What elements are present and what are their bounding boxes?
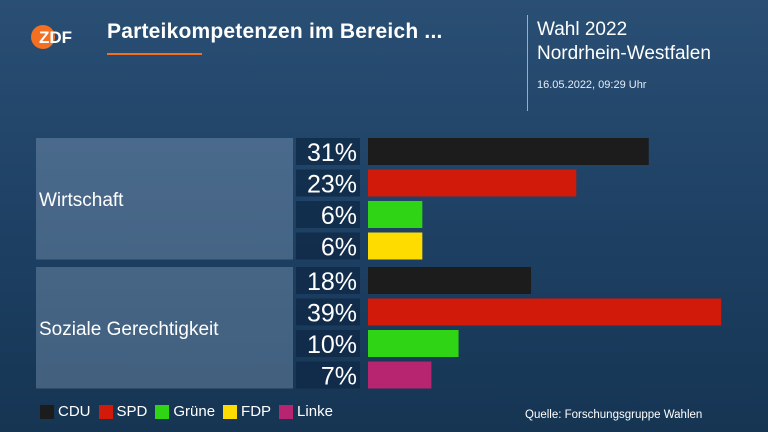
category-panel: [36, 267, 293, 389]
value-label-box: [296, 201, 360, 228]
data-label: 6%: [321, 234, 357, 262]
legend-label: CDU: [58, 403, 91, 420]
source-note: Quelle: Forschungsgruppe Wahlen: [525, 409, 703, 421]
legend-swatch: [98, 404, 113, 419]
bar-spd: [368, 169, 577, 197]
legend-item: FDP: [223, 403, 271, 420]
data-label: 18%: [307, 268, 357, 296]
bar-cdu: [368, 267, 532, 294]
legend-swatch: [223, 404, 238, 419]
value-label-box: [296, 267, 360, 294]
value-label-box: [296, 298, 360, 326]
zdf-logo-text: ZDF: [39, 28, 72, 47]
legend-label: SPD: [116, 403, 148, 420]
bar-fdp: [368, 232, 423, 260]
data-label: 39%: [307, 300, 357, 328]
legend-item: SPD: [98, 403, 148, 420]
data-label: 7%: [321, 363, 357, 391]
election-name: Wahl 2022: [537, 19, 628, 40]
value-label-box: [296, 138, 360, 165]
chart-legend: CDU SPD Grüne FDP Linke: [40, 403, 341, 420]
data-label: 23%: [307, 171, 357, 199]
legend-label: Grüne: [173, 403, 216, 420]
value-label-box: [296, 330, 360, 357]
value-label-box: [296, 361, 360, 389]
category-label: Wirtschaft: [39, 190, 124, 211]
bar-grüne: [368, 330, 459, 357]
legend-label: FDP: [241, 403, 272, 420]
zdf-logo-circle: [31, 25, 55, 49]
legend-item: Linke: [279, 403, 333, 420]
bar-cdu: [368, 138, 649, 165]
category-label: Soziale Gerechtigkeit: [39, 319, 219, 340]
bar-linke: [368, 361, 432, 389]
value-label-box: [296, 232, 360, 260]
value-label-box: [296, 169, 360, 197]
bar-spd: [368, 298, 722, 326]
data-label: 6%: [321, 202, 357, 230]
bar-grüne: [368, 201, 423, 228]
election-info: Wahl 2022 Nordrhein-Westfalen: [537, 18, 711, 66]
timestamp: 16.05.2022, 09:29 Uhr: [537, 79, 647, 91]
legend-item: Grüne: [155, 403, 215, 420]
zdf-logo: ZDF: [31, 25, 72, 49]
data-label: 10%: [307, 331, 357, 359]
legend-swatch: [40, 404, 54, 419]
legend-swatch: [279, 404, 294, 419]
category-panel: [36, 138, 293, 260]
legend-item: CDU: [40, 403, 91, 420]
page-title: Parteikompetenzen im Bereich ...: [107, 20, 443, 43]
title-underline: [107, 53, 202, 55]
data-label: 31%: [307, 139, 357, 167]
election-region: Nordrhein-Westfalen: [537, 43, 711, 64]
legend-swatch: [155, 404, 170, 419]
header-divider: [527, 15, 528, 111]
legend-label: Linke: [297, 403, 333, 420]
